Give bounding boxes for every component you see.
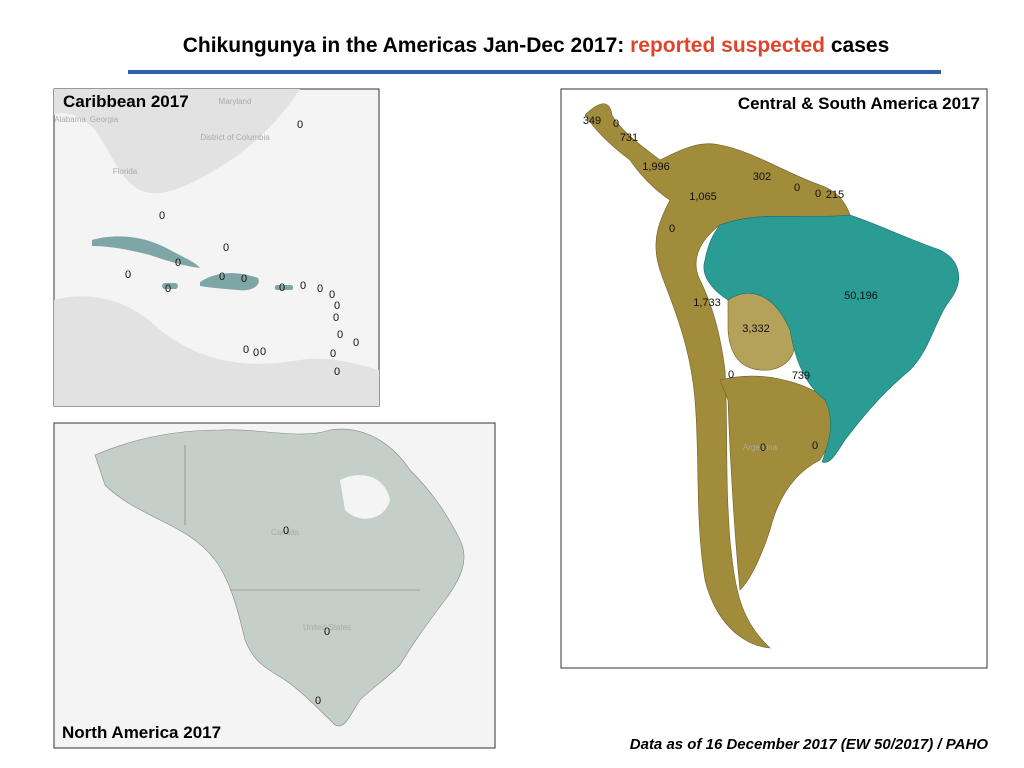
case-label: 0 (324, 626, 330, 638)
footnote: Data as of 16 December 2017 (EW 50/2017)… (630, 736, 989, 753)
case-label: 0 (279, 282, 285, 294)
case-label: 302 (753, 171, 771, 183)
case-label: 731 (620, 132, 638, 144)
basemap-label: Argentina (743, 443, 778, 452)
land (584, 103, 851, 649)
case-label: 0 (175, 257, 181, 269)
basemap-label: Maryland (219, 97, 252, 106)
case-label: 0 (125, 269, 131, 281)
case-label: 1,733 (693, 297, 721, 309)
island (200, 273, 259, 291)
case-label: 1,065 (689, 191, 717, 203)
case-label: 0 (243, 344, 249, 356)
island (92, 236, 200, 268)
case-label: 739 (792, 370, 810, 382)
panel-title: Caribbean 2017 (63, 92, 189, 111)
case-label: 0 (812, 440, 818, 452)
case-label: 0 (315, 695, 321, 707)
case-label: 1,996 (642, 161, 670, 173)
case-label: 0 (253, 347, 259, 359)
case-label: 0 (353, 337, 359, 349)
case-label: 0 (669, 223, 675, 235)
case-label: 0 (728, 369, 734, 381)
case-label: 349 (583, 115, 601, 127)
south-america-panel: Central & South America 2017 Argentina (560, 88, 988, 669)
panel-title: Central & South America 2017 (738, 94, 980, 113)
case-label: 0 (794, 182, 800, 194)
basemap-label: United States (303, 623, 351, 632)
case-label: 215 (826, 189, 844, 201)
bay (340, 475, 390, 519)
case-label: 0 (219, 271, 225, 283)
case-label: 0 (223, 242, 229, 254)
case-label: 0 (815, 188, 821, 200)
panel-title: North America 2017 (62, 723, 221, 742)
title: Chikungunya in the Americas Jan-Dec 2017… (183, 34, 890, 57)
title-rule (128, 70, 941, 74)
case-label: 0 (317, 283, 323, 295)
basemap-label: Canada (271, 528, 300, 537)
land (54, 296, 379, 406)
basemap-label: Georgia (90, 115, 119, 124)
case-label: 0 (333, 312, 339, 324)
case-label: 50,196 (844, 290, 878, 302)
case-label: 0 (329, 289, 335, 301)
basemap-label: District of Columbia (200, 133, 270, 142)
case-label: 0 (260, 346, 266, 358)
basemap-label: Alabama (54, 115, 86, 124)
case-label: 0 (760, 442, 766, 454)
case-label: 3,332 (742, 323, 770, 335)
case-label: 0 (165, 283, 171, 295)
case-label: 0 (334, 366, 340, 378)
island (275, 285, 293, 290)
case-label: 0 (613, 118, 619, 130)
north-america-panel: North America 2017 Canada United States (53, 422, 496, 749)
land (54, 89, 300, 194)
basemap-label: Florida (113, 167, 138, 176)
case-label: 0 (334, 300, 340, 312)
island (162, 283, 178, 289)
case-label: 0 (337, 329, 343, 341)
case-label: 0 (159, 210, 165, 222)
caribbean-panel: Caribbean 2017 Maryland Alabama Georgia … (53, 88, 380, 407)
case-label: 0 (297, 119, 303, 131)
case-label: 0 (283, 525, 289, 537)
brazil (703, 214, 959, 463)
case-label: 0 (241, 273, 247, 285)
case-label: 0 (300, 280, 306, 292)
case-label: 0 (330, 348, 336, 360)
